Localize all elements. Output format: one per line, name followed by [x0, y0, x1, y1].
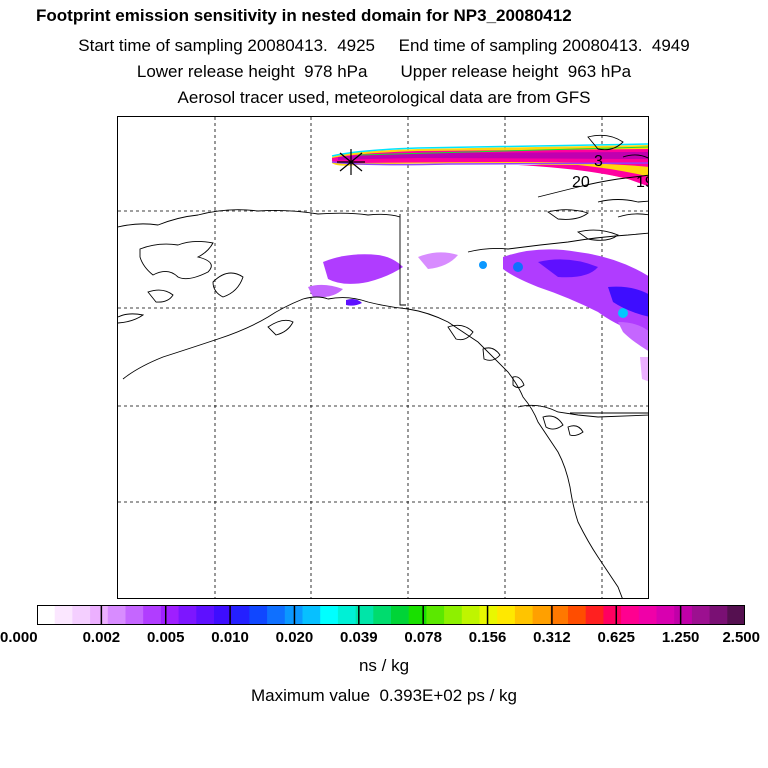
trajectory-label-20: 20	[572, 174, 590, 191]
colorbar-swatch	[302, 605, 321, 625]
colorbar-swatch	[391, 605, 410, 625]
colorbar-swatch	[497, 605, 516, 625]
map-title: Footprint emission sensitivity in nested…	[36, 6, 572, 25]
colorbar-swatch	[621, 605, 640, 625]
maximum-value: Maximum value 0.393E+02 ps / kg	[251, 686, 517, 705]
colorbar-swatch	[444, 605, 463, 625]
release-point-marker	[337, 149, 365, 175]
colorbar-swatch	[638, 605, 657, 625]
colorbar-swatch	[603, 605, 622, 625]
colorbar-swatch	[426, 605, 445, 625]
trajectory-label-3: 3	[594, 153, 603, 170]
colorbar-swatch	[532, 605, 551, 625]
colorbar-tick-label: 0.002	[82, 629, 121, 646]
colorbar-swatch	[691, 605, 711, 625]
colorbar	[37, 605, 745, 625]
colorbar-tick-label: 0.078	[404, 629, 442, 646]
colorbar-swatch	[727, 605, 745, 625]
colorbar-tick-label: 0.039	[340, 629, 378, 646]
coastline	[118, 134, 648, 598]
colorbar-swatch	[231, 605, 250, 625]
colorbar-swatch	[656, 605, 675, 625]
colorbar-swatch	[178, 605, 197, 625]
colorbar-tick-label: 1.250	[661, 629, 700, 646]
colorbar-swatch	[461, 605, 480, 625]
colorbar-swatch	[214, 605, 233, 625]
colorbar-tick-label: 2.500	[722, 629, 760, 646]
trajectory-label-19: 19	[636, 174, 649, 191]
colorbar-swatch	[514, 605, 534, 625]
colorbar-swatch	[320, 605, 339, 625]
colorbar-swatch	[568, 605, 587, 625]
colorbar-swatch	[196, 605, 215, 625]
colorbar-swatch	[479, 605, 498, 625]
colorbar-tick-label: 0.020	[275, 629, 314, 646]
colorbar-swatch	[125, 605, 144, 625]
colorbar-swatch	[37, 605, 56, 625]
colorbar-tick-label: 0.156	[468, 629, 507, 646]
colorbar-units: ns / kg	[358, 656, 410, 675]
colorbar-swatch	[337, 605, 357, 625]
colorbar-swatch	[408, 605, 427, 625]
colorbar-swatch	[160, 605, 180, 625]
colorbar-swatch	[107, 605, 126, 625]
border-lines	[399, 214, 648, 414]
colorbar-swatch	[249, 605, 268, 625]
colorbar-swatch	[143, 605, 162, 625]
footprint-map: 3 20 19	[117, 116, 649, 599]
colorbar-swatch	[585, 605, 604, 625]
colorbar-swatch	[373, 605, 392, 625]
colorbar-swatch	[267, 605, 286, 625]
colorbar-tick-label: 0.005	[146, 629, 185, 646]
release-height-line: Lower release height 978 hPa Upper relea…	[136, 62, 632, 81]
colorbar-tick-label: 0.000	[0, 629, 38, 646]
colorbar-tick-label: 0.312	[533, 629, 571, 646]
graticule-grid	[118, 117, 648, 598]
colorbar-tick-label: 0.625	[597, 629, 636, 646]
colorbar-swatch	[54, 605, 73, 625]
colorbar-border	[37, 605, 745, 625]
colorbar-tick-label: 0.010	[211, 629, 249, 646]
footprint-plume-north	[331, 143, 648, 187]
colorbar-swatch	[355, 605, 374, 625]
colorbar-swatch	[72, 605, 91, 625]
colorbar-swatch	[674, 605, 693, 625]
tracer-info-line: Aerosol tracer used, meteorological data…	[177, 88, 591, 107]
footprint-plume-central	[308, 249, 648, 382]
colorbar-swatch	[550, 605, 569, 625]
colorbar-swatch	[709, 605, 728, 625]
sampling-time-line: Start time of sampling 20080413. 4925 En…	[78, 36, 690, 55]
colorbar-swatch	[90, 605, 109, 625]
